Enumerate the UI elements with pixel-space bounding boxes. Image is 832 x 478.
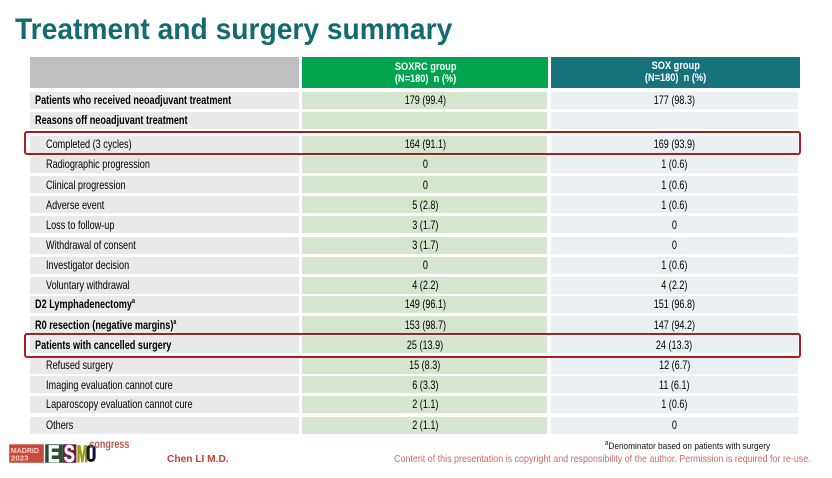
svg-text:S: S bbox=[64, 441, 75, 468]
svg-text:MADRID: MADRID bbox=[11, 448, 39, 455]
svg-text:M: M bbox=[77, 441, 88, 468]
svg-text:congress: congress bbox=[89, 437, 129, 451]
svg-text:2023: 2023 bbox=[11, 455, 29, 462]
svg-text:E: E bbox=[48, 441, 60, 468]
